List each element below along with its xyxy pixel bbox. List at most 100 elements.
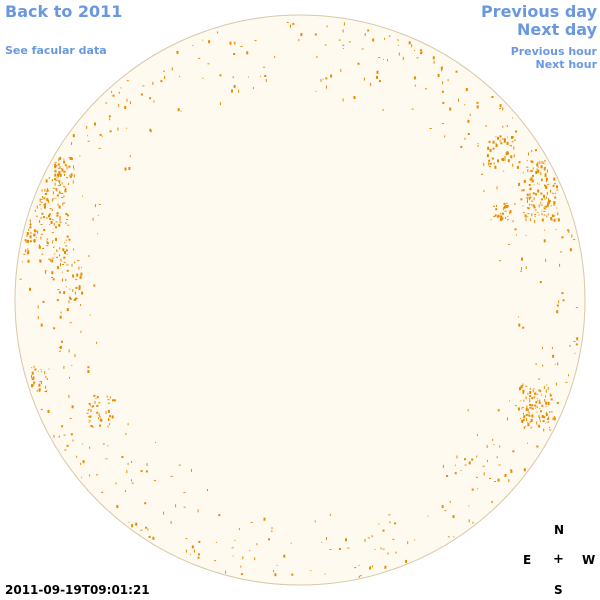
facula-mark bbox=[63, 291, 66, 295]
facula-mark bbox=[538, 169, 539, 172]
facula-mark bbox=[499, 445, 501, 448]
facula-mark bbox=[59, 183, 61, 186]
facula-mark bbox=[233, 53, 236, 55]
facula-mark bbox=[389, 35, 391, 38]
facula-mark bbox=[464, 137, 466, 140]
facula-mark bbox=[546, 180, 547, 183]
facula-mark bbox=[441, 123, 444, 124]
facula-mark bbox=[214, 560, 217, 562]
facula-mark bbox=[36, 230, 38, 233]
facula-mark bbox=[397, 39, 399, 42]
facula-mark bbox=[535, 363, 538, 365]
facula-mark bbox=[202, 39, 204, 41]
next-day-link[interactable]: Next day bbox=[517, 20, 597, 39]
facula-mark bbox=[68, 349, 70, 353]
facula-mark bbox=[492, 147, 495, 150]
facula-mark bbox=[553, 417, 556, 421]
next-hour-link[interactable]: Next hour bbox=[535, 58, 598, 71]
facula-mark bbox=[232, 76, 234, 79]
facula-mark bbox=[539, 420, 541, 423]
facula-mark bbox=[530, 218, 532, 222]
facula-mark bbox=[45, 376, 47, 379]
facula-mark bbox=[193, 549, 195, 553]
facula-mark bbox=[345, 538, 347, 542]
facula-mark bbox=[540, 165, 543, 169]
facula-mark bbox=[40, 223, 43, 225]
see-facular-data-link[interactable]: See facular data bbox=[5, 44, 107, 57]
facula-mark bbox=[330, 74, 333, 78]
facula-mark bbox=[39, 204, 41, 206]
facula-mark bbox=[58, 184, 61, 186]
facula-mark bbox=[54, 171, 57, 173]
facula-mark bbox=[33, 383, 35, 386]
facula-mark bbox=[80, 272, 83, 276]
facula-mark bbox=[493, 216, 496, 217]
facula-mark bbox=[96, 396, 99, 399]
facula-mark bbox=[58, 171, 61, 174]
facula-mark bbox=[447, 79, 449, 82]
facula-mark bbox=[348, 41, 351, 43]
facula-mark bbox=[493, 444, 495, 445]
previous-hour-link[interactable]: Previous hour bbox=[510, 45, 597, 58]
facula-mark bbox=[80, 304, 82, 306]
facula-mark bbox=[66, 308, 69, 312]
facula-mark bbox=[260, 75, 262, 77]
facula-mark bbox=[51, 259, 54, 263]
facula-mark bbox=[45, 179, 48, 183]
facula-mark bbox=[537, 182, 539, 184]
facula-mark bbox=[494, 481, 496, 482]
facula-mark bbox=[536, 421, 538, 425]
facula-mark bbox=[78, 287, 81, 291]
facula-mark bbox=[324, 44, 327, 46]
facula-mark bbox=[145, 470, 148, 473]
back-to-year-link[interactable]: Back to 2011 bbox=[5, 2, 123, 21]
facula-mark bbox=[476, 455, 478, 458]
facula-mark bbox=[392, 538, 395, 540]
facula-mark bbox=[31, 367, 33, 369]
facula-mark bbox=[520, 385, 523, 389]
facula-mark bbox=[487, 460, 488, 463]
facula-mark bbox=[353, 96, 356, 99]
facula-mark bbox=[43, 204, 45, 206]
facula-mark bbox=[556, 304, 559, 307]
facula-mark bbox=[66, 269, 69, 272]
facula-mark bbox=[378, 57, 381, 59]
facula-mark bbox=[531, 404, 534, 407]
facula-mark bbox=[531, 414, 534, 418]
facula-mark bbox=[367, 29, 370, 32]
facula-mark bbox=[329, 549, 332, 550]
facula-mark bbox=[500, 215, 503, 219]
facula-mark bbox=[98, 204, 101, 205]
facula-mark bbox=[477, 143, 479, 144]
compass-south: S bbox=[554, 583, 563, 597]
facula-mark bbox=[153, 480, 156, 482]
facula-mark bbox=[99, 415, 101, 418]
facula-mark bbox=[217, 31, 219, 34]
facula-mark bbox=[526, 414, 529, 416]
facula-mark bbox=[71, 263, 73, 267]
facula-mark bbox=[543, 416, 546, 419]
facula-mark bbox=[505, 152, 508, 156]
facula-mark bbox=[68, 157, 71, 159]
facula-mark bbox=[529, 192, 531, 196]
facula-mark bbox=[42, 300, 45, 303]
facula-mark bbox=[40, 208, 42, 210]
facula-mark bbox=[59, 216, 61, 219]
facula-mark bbox=[56, 266, 59, 270]
facula-mark bbox=[499, 260, 502, 262]
facula-mark bbox=[488, 162, 490, 166]
facula-mark bbox=[71, 142, 73, 145]
facula-mark bbox=[531, 200, 534, 202]
facula-mark bbox=[46, 390, 48, 393]
facula-mark bbox=[59, 291, 61, 294]
facula-mark bbox=[109, 130, 112, 133]
facula-mark bbox=[39, 380, 42, 382]
facula-mark bbox=[500, 212, 502, 215]
facula-mark bbox=[29, 235, 32, 239]
facula-mark bbox=[69, 175, 72, 178]
facula-mark bbox=[526, 418, 528, 422]
facula-mark bbox=[71, 405, 74, 409]
facula-mark bbox=[54, 253, 56, 255]
facula-mark bbox=[540, 192, 543, 195]
previous-day-link[interactable]: Previous day bbox=[480, 2, 597, 21]
